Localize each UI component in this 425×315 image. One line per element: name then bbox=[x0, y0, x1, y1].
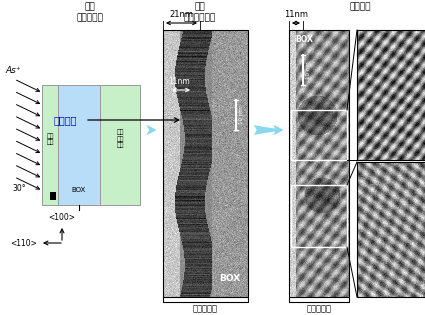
Text: 10 nm: 10 nm bbox=[239, 106, 244, 124]
Text: シリ
コン
基板: シリ コン 基板 bbox=[116, 130, 124, 148]
Bar bbox=[42, 85, 58, 205]
Text: BOX: BOX bbox=[295, 35, 313, 44]
Bar bbox=[357, 30, 425, 160]
Text: 室温
イオン注入: 室温 イオン注入 bbox=[76, 2, 103, 22]
Text: 30°: 30° bbox=[12, 184, 26, 193]
Bar bbox=[291, 110, 347, 160]
Text: <110>: <110> bbox=[10, 238, 37, 248]
Bar bbox=[291, 185, 347, 247]
Text: 21nm: 21nm bbox=[169, 10, 193, 19]
Text: BOX: BOX bbox=[219, 274, 240, 283]
Bar bbox=[357, 162, 425, 297]
Text: 11nm: 11nm bbox=[168, 77, 190, 86]
Text: 室温
イオン注入後: 室温 イオン注入後 bbox=[184, 2, 216, 22]
Text: As⁺: As⁺ bbox=[5, 66, 21, 75]
Bar bbox=[289, 30, 349, 297]
Bar bbox=[50, 192, 56, 200]
Text: 10 nm: 10 nm bbox=[306, 61, 311, 79]
Text: BOX: BOX bbox=[72, 187, 86, 193]
Bar bbox=[163, 30, 248, 297]
Text: 11nm: 11nm bbox=[284, 10, 308, 19]
Text: シリ
コン: シリ コン bbox=[46, 133, 54, 145]
Bar bbox=[58, 85, 100, 205]
Bar bbox=[100, 85, 140, 205]
Text: 非晶質層: 非晶質層 bbox=[53, 115, 77, 125]
Text: シリコン層: シリコン層 bbox=[306, 304, 332, 313]
Text: シリコン層: シリコン層 bbox=[193, 304, 218, 313]
Text: <100>: <100> bbox=[48, 213, 76, 222]
Text: 熱処理後: 熱処理後 bbox=[349, 2, 371, 11]
